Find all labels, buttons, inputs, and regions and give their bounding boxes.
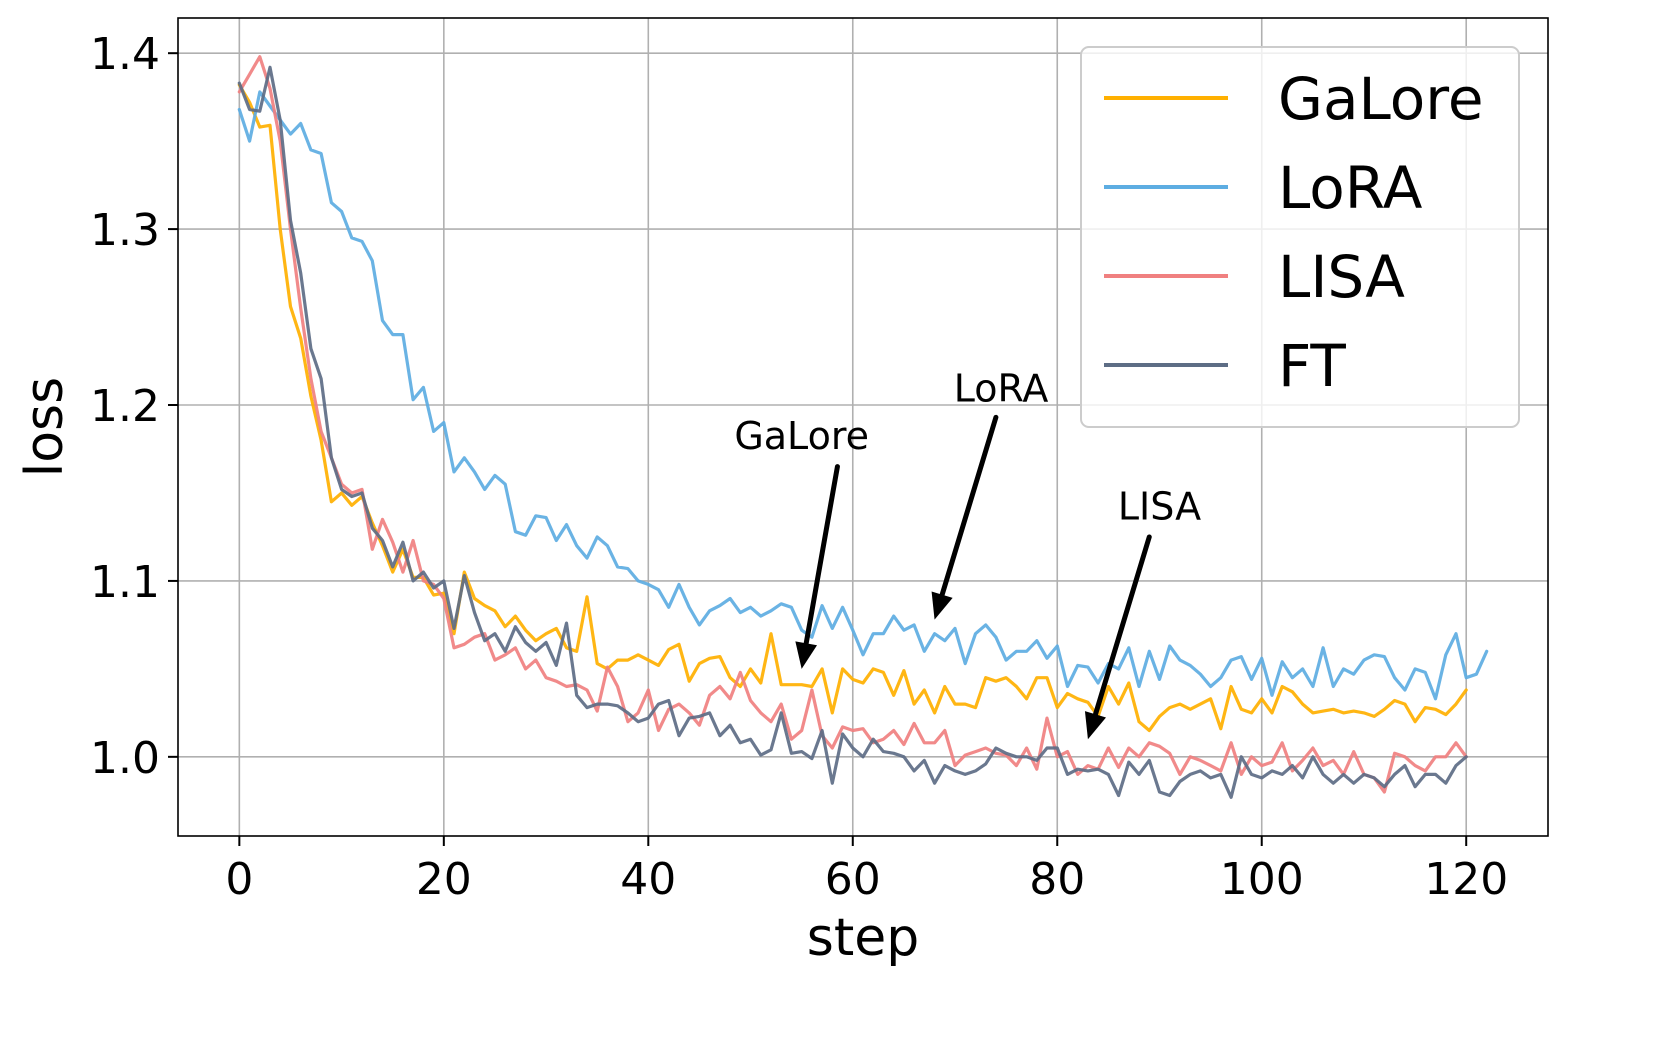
legend-label-galore: GaLore [1278, 65, 1484, 133]
x-tick-label: 40 [620, 854, 676, 905]
series-line-galore [237, 83, 1468, 733]
y-tick-label: 1.0 [90, 733, 160, 784]
y-ticks: 1.0 1.1 1.2 1.3 1.4 [90, 29, 178, 784]
legend-items: GaLore LoRA LISA FT [1104, 65, 1484, 400]
x-tick-label: 100 [1220, 854, 1304, 905]
annotation-label-lisa: LISA [1118, 484, 1201, 528]
plot-frame [177, 17, 1549, 837]
y-tick-label: 1.2 [90, 381, 160, 432]
x-tick-label: 120 [1424, 854, 1508, 905]
annotation-label-galore: GaLore [734, 414, 869, 458]
annotation-arrow-shaft [939, 414, 999, 598]
legend: GaLore LoRA LISA FT [1080, 46, 1520, 428]
legend-label-lisa: LISA [1278, 243, 1405, 311]
series-line-lora [237, 90, 1489, 701]
annotation-arrow-head [795, 641, 818, 669]
legend-box [1080, 46, 1520, 428]
y-tick-label: 1.1 [90, 557, 160, 608]
y-tick-label: 1.4 [90, 29, 160, 80]
annotations: GaLore LoRA LISA [734, 366, 1201, 740]
annotation-arrow-head [931, 591, 953, 620]
x-tick-label: 0 [225, 854, 253, 905]
annotation-arrow-head [1084, 711, 1106, 740]
x-tick-label: 60 [825, 854, 881, 905]
x-tick-label: 80 [1029, 854, 1085, 905]
legend-label-ft: FT [1278, 332, 1346, 400]
x-ticks: 0 20 40 60 80 100 120 [225, 836, 1508, 905]
annotation-label-lora: LoRA [954, 366, 1049, 410]
x-tick-label: 20 [416, 854, 472, 905]
y-axis-title: loss [15, 377, 75, 477]
annotation-arrow-shaft [803, 464, 840, 646]
legend-label-lora: LoRA [1278, 154, 1423, 222]
series-line-lisa [237, 55, 1468, 794]
annotation-arrow-shaft [1092, 534, 1152, 717]
x-axis-title: step [807, 908, 919, 968]
series-line-ft [237, 65, 1468, 799]
y-tick-label: 1.3 [90, 205, 160, 256]
series-lines [237, 55, 1489, 799]
